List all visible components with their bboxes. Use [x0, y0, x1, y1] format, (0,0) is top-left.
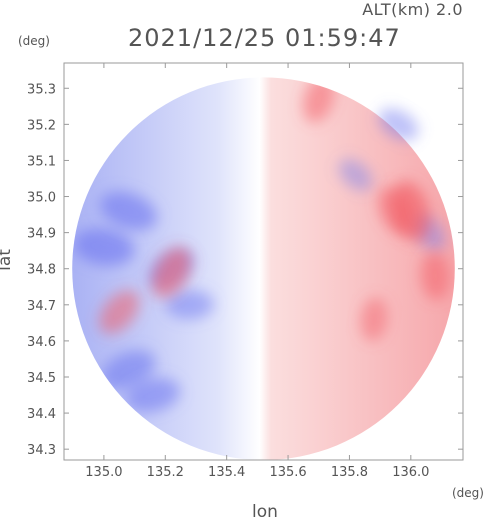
- y-axis-title: lat: [0, 249, 15, 271]
- x-tick-label: 135.2: [147, 465, 184, 480]
- plot-frame: [63, 62, 464, 461]
- velocity-region-receding: [391, 180, 431, 241]
- x-tick-label: 135.8: [331, 465, 368, 480]
- x-axis-title: lon: [252, 502, 278, 522]
- velocity-region-receding: [151, 247, 191, 298]
- y-tick-label: 34.5: [27, 371, 56, 386]
- y-tick-label: 35.3: [27, 82, 56, 97]
- x-tick-label: 135.6: [269, 465, 306, 480]
- velocity-region-approaching: [101, 350, 156, 390]
- y-tick-label: 34.6: [27, 335, 56, 350]
- y-tick-label: 35.2: [27, 118, 56, 133]
- y-tick-label: 34.4: [27, 407, 56, 422]
- velocity-region-receding: [360, 297, 388, 342]
- velocity-region-receding: [420, 251, 451, 300]
- y-tick-label: 34.9: [27, 227, 56, 242]
- velocity-region-approaching: [99, 191, 157, 231]
- velocity-region-approaching: [378, 108, 419, 141]
- lat-unit-label: (deg): [18, 34, 50, 48]
- y-tick-label: 34.7: [27, 299, 56, 314]
- altitude-label: ALT(km) 2.0: [362, 0, 463, 19]
- velocity-region-receding: [99, 290, 140, 334]
- y-tick-label: 35.0: [27, 191, 56, 206]
- y-tick-label: 35.1: [27, 154, 56, 169]
- x-tick-label: 136.0: [392, 465, 429, 480]
- chart-title: 2021/12/25 01:59:47: [128, 24, 401, 52]
- y-tick-label: 34.8: [27, 263, 56, 278]
- lon-unit-label: (deg): [452, 486, 484, 500]
- velocity-region-approaching: [338, 158, 373, 191]
- velocity-region-approaching: [126, 377, 180, 413]
- velocity-region-approaching: [73, 228, 135, 266]
- x-tick-label: 135.0: [85, 465, 122, 480]
- x-tick-label: 135.4: [208, 465, 245, 480]
- y-tick-label: 34.3: [27, 443, 56, 458]
- velocity-region-approaching: [165, 290, 214, 320]
